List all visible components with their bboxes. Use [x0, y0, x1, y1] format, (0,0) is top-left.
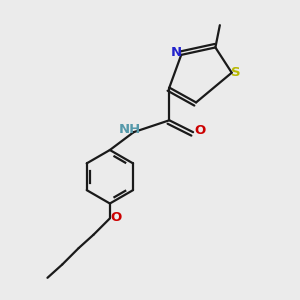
Text: O: O — [194, 124, 205, 137]
Text: NH: NH — [119, 123, 141, 136]
Text: N: N — [170, 46, 182, 59]
Text: S: S — [231, 66, 241, 79]
Text: O: O — [111, 211, 122, 224]
